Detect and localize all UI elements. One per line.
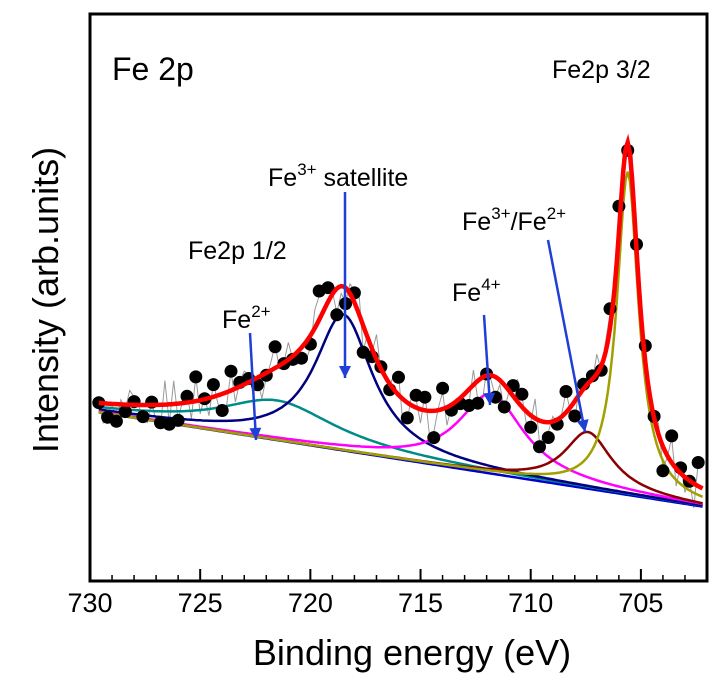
data-point: [136, 410, 150, 424]
data-point: [392, 370, 405, 384]
data-point: [118, 405, 132, 419]
annotation-fe2p32: Fe2p 3/2: [552, 56, 651, 84]
data-point: [400, 411, 414, 425]
data-point: [206, 378, 220, 392]
fit-envelope: [98, 133, 704, 491]
x-tick-label: 730: [67, 588, 112, 618]
data-point: [691, 456, 705, 469]
data-point: [471, 396, 485, 410]
annotation-arrows: [248, 192, 589, 441]
x-axis-title: Binding energy (eV): [253, 632, 571, 673]
data-point: [215, 404, 229, 417]
data-point: [321, 281, 335, 295]
y-axis-title: Intensity (arb.units): [25, 147, 66, 453]
fit-components: [98, 171, 704, 508]
data-point: [436, 381, 450, 395]
data-point: [568, 409, 582, 423]
annotation-fe3-satellite: Fe3+ satellite: [268, 160, 408, 192]
data-point: [524, 420, 538, 434]
arrow-fe3-fe2-head: [576, 419, 589, 432]
data-point: [497, 400, 511, 414]
arrow-fe4: [482, 314, 492, 406]
x-axis-ticks: 730 725 720 715 710 705: [67, 569, 686, 618]
arrow-fe3-satellite-head: [339, 366, 351, 378]
panel-label: Fe 2p: [112, 51, 194, 87]
data-point: [189, 370, 203, 384]
x-tick-label: 715: [398, 588, 443, 618]
data-point: [427, 431, 441, 445]
arrow-fe4-head: [483, 392, 496, 405]
data-point: [533, 440, 546, 454]
annotation-fe3-fe2: Fe3+/Fe2+: [462, 204, 566, 236]
data-point: [92, 396, 106, 410]
data-point: [109, 414, 123, 428]
data-point: [330, 308, 344, 322]
annotation-fe2p12: Fe2p 1/2: [188, 237, 287, 265]
data-point: [295, 351, 308, 365]
data-point: [559, 385, 573, 398]
data-point: [224, 364, 238, 378]
x-tick-label: 725: [178, 588, 223, 618]
arrow-fe3-fe2: [546, 239, 587, 433]
fe3-satellite-line: [98, 313, 703, 507]
x-tick-label: 720: [288, 588, 333, 618]
data-point: [418, 390, 432, 404]
data-point: [268, 340, 282, 354]
data-point: [515, 387, 529, 401]
fit-envelope-line: [98, 133, 704, 491]
annotation-fe2: Fe2+: [222, 302, 271, 334]
fe2p32-component-line: [98, 171, 704, 498]
data-point: [665, 429, 679, 443]
annotation-fe4: Fe4+: [452, 275, 501, 307]
data-point: [180, 389, 194, 403]
arrow-fe2-head: [249, 427, 262, 440]
data-point: [656, 464, 670, 478]
x-tick-label: 710: [508, 588, 553, 618]
data-point: [171, 413, 185, 427]
arrow-fe2: [248, 332, 258, 441]
x-tick-label: 705: [618, 588, 663, 618]
data-point: [541, 431, 555, 444]
